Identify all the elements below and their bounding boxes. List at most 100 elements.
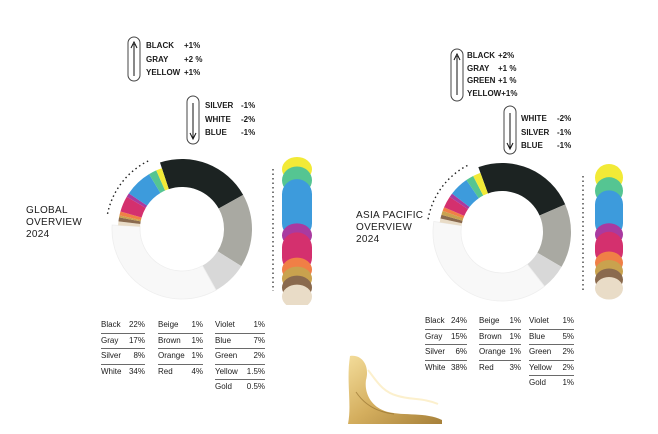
color-name: Orange: [479, 347, 506, 356]
donut-slice-gray: [217, 194, 252, 267]
color-share: 0.5%: [246, 382, 265, 391]
title-line: OVERVIEW: [26, 217, 83, 228]
color-share: 3%: [509, 362, 521, 372]
color-name: Yellow: [215, 366, 238, 376]
strip-band-beige: [595, 277, 623, 300]
color-share: 5%: [562, 331, 574, 341]
dotted-guide-arc: [106, 159, 150, 214]
change-name: BLUE: [205, 128, 227, 137]
donut-slice-brown: [440, 214, 463, 224]
change-value: -2%: [557, 114, 572, 123]
table-row: Black 24%: [425, 314, 467, 330]
table-column: Beige 1% Brown 1% Orange 1% Red 3%: [479, 314, 521, 375]
table-row: Gold 1%: [529, 376, 574, 391]
color-name: Beige: [158, 320, 179, 329]
table-row: Gold 0.5%: [215, 380, 265, 395]
strip-band-blue: [282, 179, 312, 239]
color-share: 8%: [133, 351, 145, 360]
table-column: Beige 1% Brown 1% Orange 1% Red 4%: [158, 318, 203, 379]
change-name: WHITE: [521, 114, 547, 123]
table-row: Green 2%: [215, 349, 265, 365]
gold-fabric-icon: [348, 355, 442, 424]
color-name: Blue: [215, 335, 232, 345]
table-row: Silver 6%: [425, 345, 467, 361]
donut-slice-gold: [119, 215, 141, 222]
change-name: GREEN: [467, 76, 496, 85]
table-row: Gray 15%: [425, 330, 467, 345]
change-value: +1%: [184, 68, 201, 77]
title-line: GLOBAL: [26, 205, 68, 216]
color-share: 1.5%: [246, 366, 265, 376]
color-share: 22%: [128, 320, 145, 329]
up-arrow-icon: [127, 36, 141, 82]
donut-slice-violet: [126, 193, 148, 208]
table-row: Green 2%: [529, 345, 574, 361]
color-name: Silver: [425, 347, 446, 356]
title-line: OVERVIEW: [356, 222, 413, 233]
donut-slice-orange: [119, 211, 142, 221]
donut-slice-red: [444, 196, 468, 216]
change-name: YELLOW: [467, 88, 502, 98]
color-name: Red: [158, 366, 173, 376]
strip-band-beige: [282, 284, 312, 305]
table-row: Black 22%: [101, 318, 145, 334]
donut-slice-blue: [452, 180, 479, 208]
table-row: Yellow 2%: [529, 361, 574, 376]
change-value: -2%: [241, 114, 256, 124]
table-column: Black 24% Gray 15% Silver 6% White 38%: [425, 314, 467, 375]
change-value: -1%: [241, 128, 256, 137]
donut-slice-blue: [128, 174, 161, 206]
asia-changes-up: BLACK +2% GRAY +1 % GREEN +1 % YELLOW +1%: [467, 50, 517, 100]
table-row: Violet 1%: [529, 314, 574, 330]
color-name: Red: [479, 362, 494, 372]
global-changes-up: BLACK +1% GRAY +2 % YELLOW +1%: [146, 39, 202, 80]
donut-slice-beige: [118, 221, 141, 227]
change-name: GRAY: [467, 63, 490, 73]
table-row: Blue 5%: [529, 330, 574, 345]
color-name: Yellow: [529, 362, 552, 372]
change-value: +1 %: [498, 63, 517, 73]
color-name: Blue: [529, 331, 546, 341]
color-share: 7%: [253, 335, 265, 345]
asia-color-strip: [582, 164, 623, 300]
table-row: Brown 1%: [158, 334, 203, 349]
table-row: Red 4%: [158, 365, 203, 380]
title-line: ASIA PACIFIC: [356, 210, 424, 221]
change-name: SILVER: [521, 127, 550, 137]
color-share: 24%: [450, 316, 467, 325]
color-name: Black: [101, 320, 121, 329]
donut-slice-green: [149, 170, 166, 193]
change-value: -1%: [557, 127, 572, 137]
change-value: -1%: [241, 101, 256, 110]
change-value: +2%: [498, 51, 515, 60]
global-overview-title: GLOBAL OVERVIEW 2024: [26, 205, 82, 241]
donut-slice-gray: [537, 204, 571, 267]
table-row: Red 3%: [479, 361, 521, 376]
global-color-strip: [272, 157, 312, 305]
donut-slice-white: [432, 221, 546, 302]
table-row: Silver 8%: [101, 349, 145, 365]
table-row: Brown 1%: [479, 330, 521, 345]
change-name: GRAY: [146, 54, 169, 64]
table-column: Violet 1% Blue 7% Green 2% Yellow 1.5% Gold 0.5%: [215, 318, 265, 395]
color-name: Green: [215, 351, 238, 360]
color-name: Gold: [215, 382, 232, 391]
donut-slice-silver: [527, 252, 562, 287]
color-name: Beige: [479, 316, 500, 325]
color-share: 17%: [128, 335, 145, 345]
color-name: Orange: [158, 351, 185, 360]
table-row: Orange 1%: [479, 345, 521, 361]
table-column: Black 22% Gray 17% Silver 8% White 34%: [101, 318, 145, 379]
table-row: White 38%: [425, 361, 467, 376]
donut-slice-yellow: [156, 168, 169, 191]
title-line: 2024: [356, 234, 380, 245]
color-share: 1%: [562, 316, 574, 325]
color-share: 2%: [253, 351, 265, 360]
color-name: Violet: [529, 316, 549, 325]
color-share: 1%: [509, 316, 521, 325]
color-share: 1%: [191, 335, 203, 345]
table-column: Violet 1% Blue 5% Green 2% Yellow 2% Gold 1%: [529, 314, 574, 391]
down-arrow-icon: [186, 95, 200, 145]
color-name: White: [101, 366, 122, 376]
